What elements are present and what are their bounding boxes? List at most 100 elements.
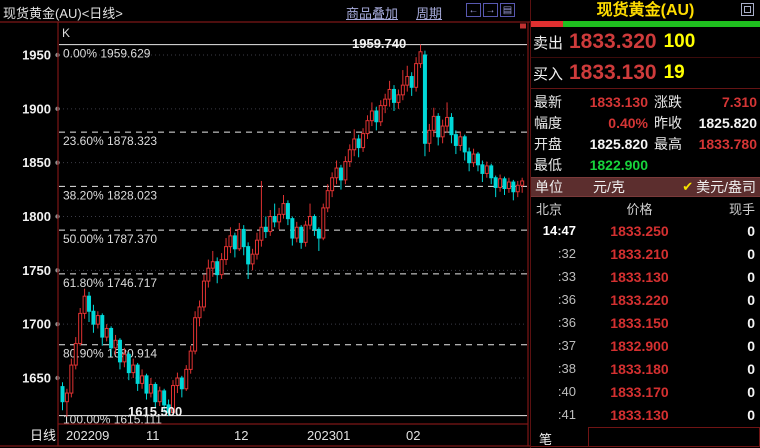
svg-text:日线: 日线 (30, 428, 56, 443)
tick-price: 1833.150 (610, 314, 669, 331)
high-label: 最高 (654, 135, 682, 152)
svg-text:12: 12 (234, 428, 248, 443)
svg-text:1700: 1700 (22, 317, 51, 332)
sell-strength-segment (531, 21, 564, 27)
tick-volume: 0 (747, 222, 755, 239)
bid-size: 19 (663, 62, 685, 83)
svg-text:202301: 202301 (307, 428, 350, 443)
svg-text:50.00% 1787.370: 50.00% 1787.370 (63, 232, 157, 246)
latest-value: 1833.130 (589, 93, 648, 110)
svg-text:1800: 1800 (22, 209, 51, 224)
buy-sell-strength-bar (531, 21, 760, 27)
tick-volume: 0 (747, 291, 755, 308)
tick-volume: 0 (747, 337, 755, 354)
tick-row: :41 1833.130 0 (531, 403, 760, 426)
col-time: 北京 (536, 201, 563, 217)
open-label: 开盘 (534, 135, 562, 152)
change-label: 涨跌 (654, 93, 682, 110)
tick-row: :36 1833.220 0 (531, 288, 760, 311)
svg-text:0.00% 1959.629: 0.00% 1959.629 (63, 47, 151, 61)
tick-table: 14:47 1833.250 0:32 1833.210 0:33 1833.130 0:3… (531, 219, 760, 426)
tick-time: 14:47 (542, 223, 576, 238)
back-icon[interactable]: ← (466, 3, 481, 17)
unit-option-usd-ounce[interactable]: 美元/盎司 (696, 179, 756, 195)
tab-ticks[interactable]: 笔 (539, 432, 553, 447)
tick-row: :40 1833.170 0 (531, 380, 760, 403)
tick-price: 1833.170 (610, 383, 669, 400)
buy-strength-segment (563, 21, 760, 27)
svg-text:1750: 1750 (22, 263, 51, 278)
unit-option-yuan-gram[interactable]: 元/克 (593, 179, 625, 195)
period-link[interactable]: 周期 (416, 6, 443, 21)
ask-label: 卖出 (533, 34, 564, 52)
check-icon: ✔ (682, 179, 694, 194)
open-value: 1825.820 (589, 135, 648, 152)
prev-close-label: 昨收 (654, 114, 682, 131)
svg-text:1615.500: 1615.500 (128, 404, 182, 419)
tick-price: 1833.250 (610, 222, 669, 239)
unit-label: 单位 (535, 179, 563, 195)
stats-grid: 最新 1833.130 涨跌 7.310 幅度 0.40% 昨收 1825.82… (531, 89, 760, 175)
col-price: 价格 (626, 201, 653, 217)
svg-text:80.90% 1680.914: 80.90% 1680.914 (63, 347, 157, 361)
tick-time: :40 (557, 384, 576, 399)
panel-tab-bar: 笔 (531, 423, 760, 448)
ask-price: 1833.320 (569, 30, 657, 53)
unit-selector-row: 单位 元/克 ✔ 美元/盎司 (531, 177, 760, 197)
tick-time: :41 (557, 407, 576, 422)
ask-size: 100 (663, 31, 696, 52)
bid-row: 买入 1833.130 19 (531, 58, 760, 89)
restore-window-icon[interactable] (741, 3, 754, 16)
quote-panel: 现货黄金(AU) 卖出 1833.320 100 买入 1833.130 19 … (530, 0, 760, 448)
svg-text:100.00% 1615.111: 100.00% 1615.111 (63, 413, 162, 427)
tick-time: :33 (557, 269, 576, 284)
change-value: 7.310 (721, 93, 757, 110)
tick-volume: 0 (747, 245, 755, 262)
tick-price: 1832.900 (610, 337, 669, 354)
svg-text:K: K (62, 26, 70, 40)
svg-text:11: 11 (146, 428, 160, 443)
tick-row: :36 1833.150 0 (531, 311, 760, 334)
tick-time: :38 (557, 361, 576, 376)
latest-label: 最新 (534, 93, 562, 110)
prev-close-value: 1825.820 (698, 114, 757, 131)
tick-time: :36 (557, 292, 576, 307)
change-pct-value: 0.40% (608, 114, 648, 131)
tick-volume: 0 (747, 268, 755, 285)
svg-text:38.20% 1828.023: 38.20% 1828.023 (63, 188, 157, 202)
tick-row: :32 1833.210 0 (531, 242, 760, 265)
chart-section: 现货黄金(AU)<日线> 商品叠加 周期 ← → ▤ 1950 1900 1850 1… (0, 0, 530, 448)
chart-toolbar: 现货黄金(AU)<日线> 商品叠加 周期 ← → ▤ (0, 0, 530, 22)
forward-icon[interactable]: → (483, 3, 498, 17)
tick-time: :36 (557, 315, 576, 330)
svg-text:1950: 1950 (22, 48, 51, 63)
tick-price: 1833.180 (610, 360, 669, 377)
bid-label: 买入 (533, 65, 564, 83)
instrument-title: 现货黄金(AU) (596, 2, 695, 19)
tick-time: :32 (557, 246, 576, 261)
svg-text:02: 02 (406, 428, 420, 443)
change-pct-label: 幅度 (534, 114, 562, 131)
candlestick-chart[interactable]: 1950 1900 1850 1800 1750 1700 1650 0.00% 1959.6… (0, 0, 530, 448)
tick-price: 1833.220 (610, 291, 669, 308)
low-value: 1822.900 (589, 156, 648, 173)
svg-text:1900: 1900 (22, 101, 51, 116)
chart-title: 现货黄金(AU)<日线> (3, 6, 123, 21)
tile-windows-icon[interactable]: ▤ (500, 3, 515, 17)
svg-text:1850: 1850 (22, 155, 51, 170)
tick-row: :33 1833.130 0 (531, 265, 760, 288)
quote-panel-header: 现货黄金(AU) (531, 0, 760, 21)
bid-price: 1833.130 (569, 61, 657, 84)
tick-price: 1833.210 (610, 245, 669, 262)
low-label: 最低 (534, 156, 562, 173)
tick-table-header: 北京 价格 现手 (531, 197, 760, 219)
tick-time: :37 (557, 338, 576, 353)
tick-row: :37 1832.900 0 (531, 334, 760, 357)
ask-row: 卖出 1833.320 100 (531, 27, 760, 58)
overlay-products-link[interactable]: 商品叠加 (346, 6, 399, 21)
tick-volume: 0 (747, 406, 755, 423)
svg-text:1959.740: 1959.740 (352, 36, 406, 51)
tick-price: 1833.130 (610, 406, 669, 423)
tick-volume: 0 (747, 383, 755, 400)
tick-volume: 0 (747, 314, 755, 331)
